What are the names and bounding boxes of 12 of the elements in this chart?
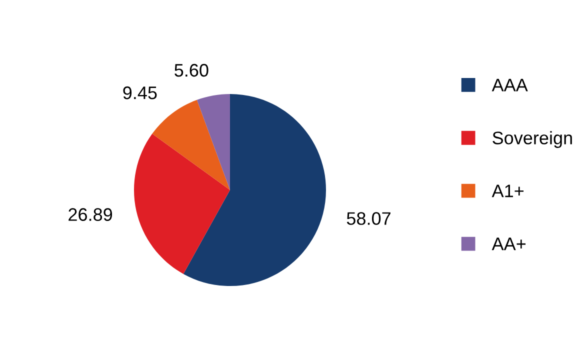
data-label: 26.89 — [68, 208, 112, 221]
pie-slice — [183, 94, 326, 286]
legend-label: AA+ — [492, 238, 526, 250]
pie-slice — [152, 100, 230, 190]
data-label: 5.60 — [174, 64, 208, 77]
pie-slice — [196, 94, 230, 190]
data-label: 58.07 — [346, 212, 390, 225]
legend-label: A1+ — [492, 184, 524, 198]
pie-slice — [134, 134, 230, 274]
legend-label: AAA — [492, 78, 528, 92]
data-label: 9.45 — [123, 86, 157, 100]
legend-label: Sovereign — [492, 131, 572, 148]
